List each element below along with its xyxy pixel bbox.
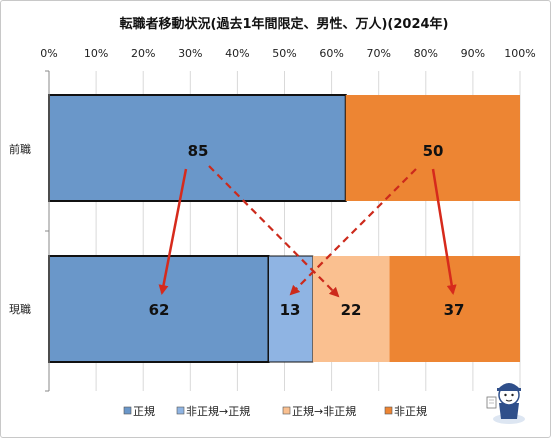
x-tick-label: 80% bbox=[414, 47, 438, 60]
bar-segment-0-3 bbox=[345, 95, 520, 201]
x-axis-tick-labels: 0% 10% 20% 30% 40% 50% 60% 70% 80% 90% 100% bbox=[40, 47, 535, 60]
data-label-before-regular: 85 bbox=[188, 142, 209, 160]
data-label-after-reg-to-nonreg: 22 bbox=[341, 301, 362, 319]
bar-segment-1-2 bbox=[312, 256, 390, 362]
x-tick-label: 90% bbox=[461, 47, 485, 60]
arrow-nonregular-to-regular bbox=[289, 168, 417, 296]
bar-segments bbox=[48, 94, 520, 363]
arrow-regular-to-regular bbox=[158, 168, 188, 295]
x-tick-label: 30% bbox=[178, 47, 202, 60]
chart-title: 転職者移動状況(過去1年間限定、男性、万人)(2024年) bbox=[120, 16, 449, 32]
x-tick-label: 60% bbox=[319, 47, 343, 60]
legend-label-reg-to-nonreg: 正規→非正規 bbox=[292, 404, 356, 418]
legend-label-nonreg-to-reg: 非正規→正規 bbox=[186, 404, 250, 418]
category-label-before: 前職 bbox=[9, 142, 31, 156]
x-tick-label: 10% bbox=[84, 47, 108, 60]
x-tick-label: 100% bbox=[504, 47, 535, 60]
data-label-after-regular: 62 bbox=[149, 301, 170, 319]
legend-label-nonregular: 非正規 bbox=[394, 404, 427, 418]
legend-swatch-nonreg-to-reg bbox=[176, 406, 185, 415]
data-label-before-nonregular: 50 bbox=[423, 142, 444, 160]
bar-segment-1-1 bbox=[267, 255, 314, 363]
bar-segment-0-0 bbox=[48, 94, 347, 202]
x-tick-label: 70% bbox=[366, 47, 390, 60]
data-label-after-nonreg-to-reg: 13 bbox=[280, 301, 301, 319]
legend-swatch-reg-to-nonreg bbox=[282, 406, 291, 415]
x-tick-label: 40% bbox=[225, 47, 249, 60]
legend-swatch-regular bbox=[123, 406, 132, 415]
x-tick-label: 50% bbox=[272, 47, 296, 60]
x-tick-label: 20% bbox=[131, 47, 155, 60]
x-tick-label: 0% bbox=[40, 47, 57, 60]
legend-label-regular: 正規 bbox=[133, 404, 155, 418]
category-label-after: 現職 bbox=[9, 303, 31, 316]
legend: 正規 非正規→正規 正規→非正規 非正規 bbox=[123, 404, 427, 418]
data-label-after-nonregular: 37 bbox=[444, 301, 465, 319]
arrow-regular-to-nonregular bbox=[208, 165, 340, 298]
arrow-nonregular-to-nonregular bbox=[431, 168, 457, 295]
bar-segment-1-3 bbox=[389, 256, 520, 362]
mascot-illustration bbox=[486, 383, 525, 424]
legend-swatch-nonregular bbox=[384, 406, 393, 415]
